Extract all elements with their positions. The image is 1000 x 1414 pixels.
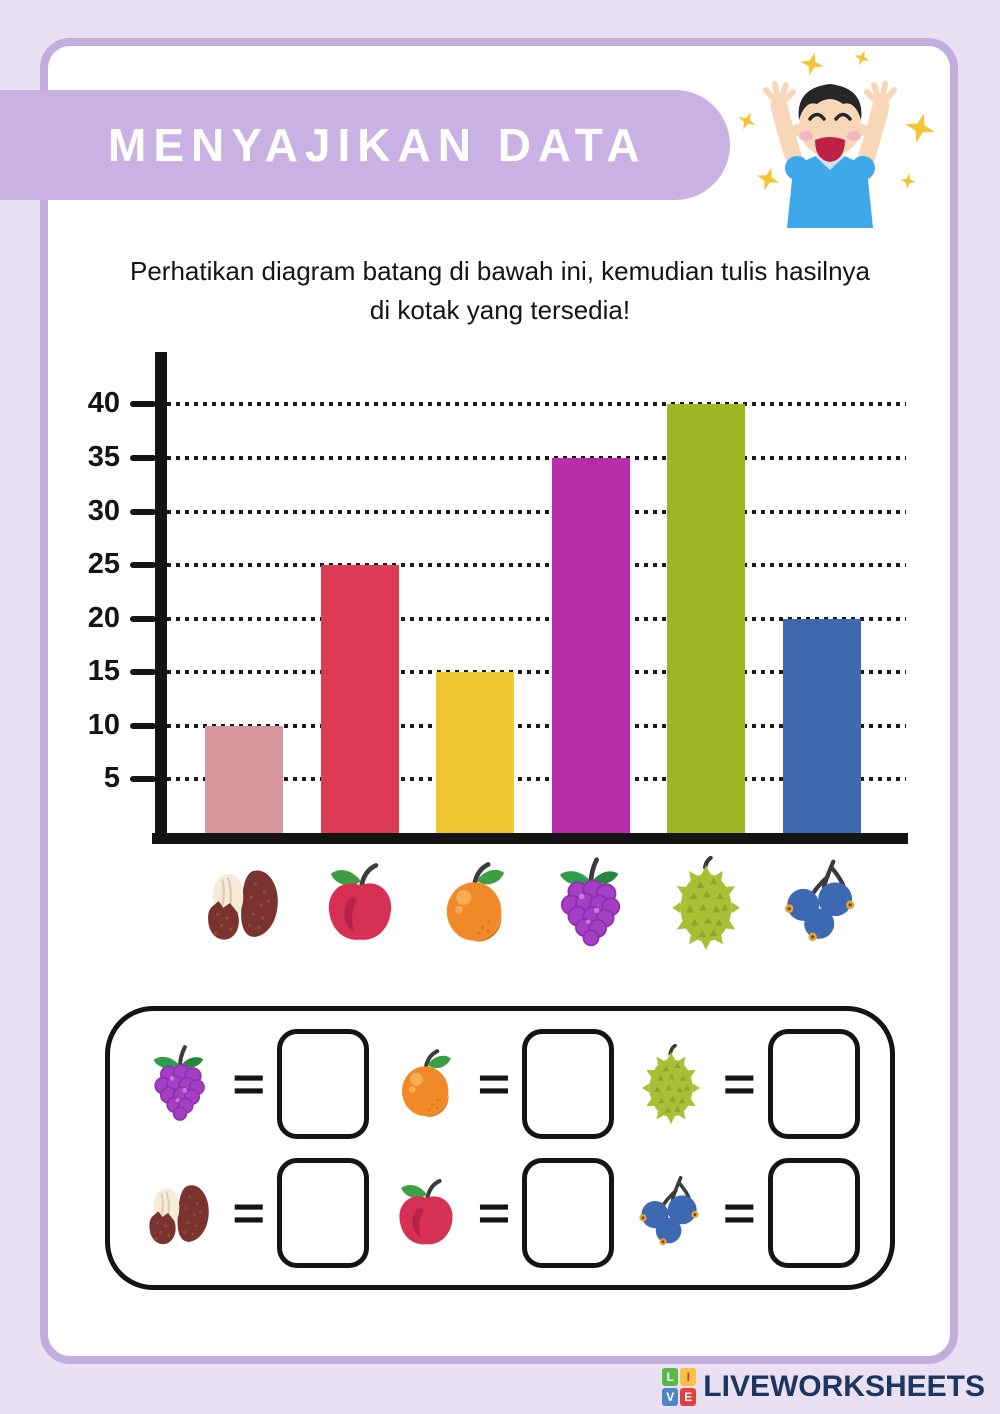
y-axis-tick: [130, 615, 156, 622]
gridline-10: [167, 723, 906, 728]
bar-durian: [667, 404, 745, 833]
equals-sign: =: [232, 1185, 266, 1239]
y-axis-tick: [130, 722, 156, 729]
answer-cell-anggur: =: [132, 1028, 377, 1139]
answer-cell-durian: =: [623, 1028, 868, 1139]
answer-cell-apel: =: [377, 1157, 622, 1268]
logo-tile-i: I: [680, 1368, 697, 1386]
equals-sign: =: [722, 1056, 756, 1110]
answer-cell-bluberi: =: [623, 1157, 868, 1268]
bar-apel: [320, 565, 399, 833]
liveworksheets-logo-icon: L I V E: [662, 1368, 697, 1406]
logo-tile-v: V: [662, 1388, 679, 1406]
blueberry-icon: [775, 856, 869, 950]
page-title: MENYAJIKAN DATA: [108, 119, 647, 171]
blueberry-icon: [631, 1173, 711, 1253]
footer: L I V E LIVEWORKSHEETS: [0, 1368, 985, 1406]
header-band: MENYAJIKAN DATA: [0, 90, 730, 200]
y-axis-line: [155, 352, 167, 844]
gridline-20: [167, 616, 906, 621]
answer-box-durian[interactable]: [767, 1028, 860, 1139]
y-axis-label: 20: [87, 601, 120, 634]
salak-icon: [197, 856, 291, 950]
y-axis-label: 5: [103, 762, 120, 795]
instruction-text: Perhatikan diagram batang di bawah ini, …: [130, 256, 870, 325]
gridline-35: [167, 456, 906, 460]
apple-icon: [386, 1173, 466, 1253]
answer-box-jeruk[interactable]: [522, 1028, 615, 1139]
gridline-15: [167, 670, 906, 675]
orange-icon: [428, 856, 522, 950]
gridline-30: [167, 509, 906, 514]
y-axis-tick: [130, 455, 156, 461]
happy-boy-illustration: [738, 50, 935, 228]
answer-box-salak[interactable]: [277, 1157, 370, 1268]
equals-sign: =: [477, 1185, 511, 1239]
bar-jeruk: [436, 672, 514, 833]
y-axis-label: 15: [87, 655, 120, 688]
grapes-icon: [544, 856, 638, 950]
gridline-5: [167, 777, 906, 782]
y-axis-label: 40: [87, 387, 120, 420]
y-axis-tick: [130, 508, 156, 515]
y-axis-tick: [130, 562, 156, 569]
bar-chart: 5 10 15 20 25 30 35 40: [0, 352, 1000, 844]
apple-icon: [313, 856, 407, 950]
y-axis-label: 10: [87, 708, 120, 741]
grapes-icon: [140, 1044, 220, 1124]
gridline-25: [167, 563, 906, 568]
gridline-40: [167, 402, 906, 407]
answer-box-anggur[interactable]: [277, 1028, 370, 1139]
bar-anggur: [551, 458, 630, 833]
logo-tile-l: L: [662, 1368, 679, 1386]
fruit-axis-labels: [0, 852, 1000, 956]
equals-sign: =: [477, 1056, 511, 1110]
durian-icon: [631, 1044, 711, 1124]
brand-name: LIVEWORKSHEETS: [703, 1370, 985, 1403]
bar-bluberi: [782, 618, 861, 833]
y-axis-tick: [130, 669, 156, 676]
y-axis-tick: [130, 776, 156, 783]
durian-icon: [659, 856, 753, 950]
y-axis-label: 35: [87, 441, 120, 473]
y-axis-label: 25: [87, 548, 120, 581]
answer-cell-jeruk: =: [377, 1028, 622, 1139]
answer-cell-salak: =: [132, 1157, 377, 1268]
answer-box-apel[interactable]: [522, 1157, 615, 1268]
equals-sign: =: [232, 1056, 266, 1110]
orange-icon: [386, 1044, 466, 1124]
y-axis-tick: [130, 401, 156, 408]
logo-tile-e: E: [680, 1388, 697, 1406]
equals-sign: =: [722, 1185, 756, 1239]
answer-panel: = = = = = =: [105, 1006, 895, 1290]
y-axis-label: 30: [87, 494, 120, 527]
answer-box-bluberi[interactable]: [767, 1157, 860, 1268]
x-axis-line: [152, 833, 908, 844]
salak-icon: [140, 1173, 220, 1253]
bar-salak: [205, 725, 283, 833]
